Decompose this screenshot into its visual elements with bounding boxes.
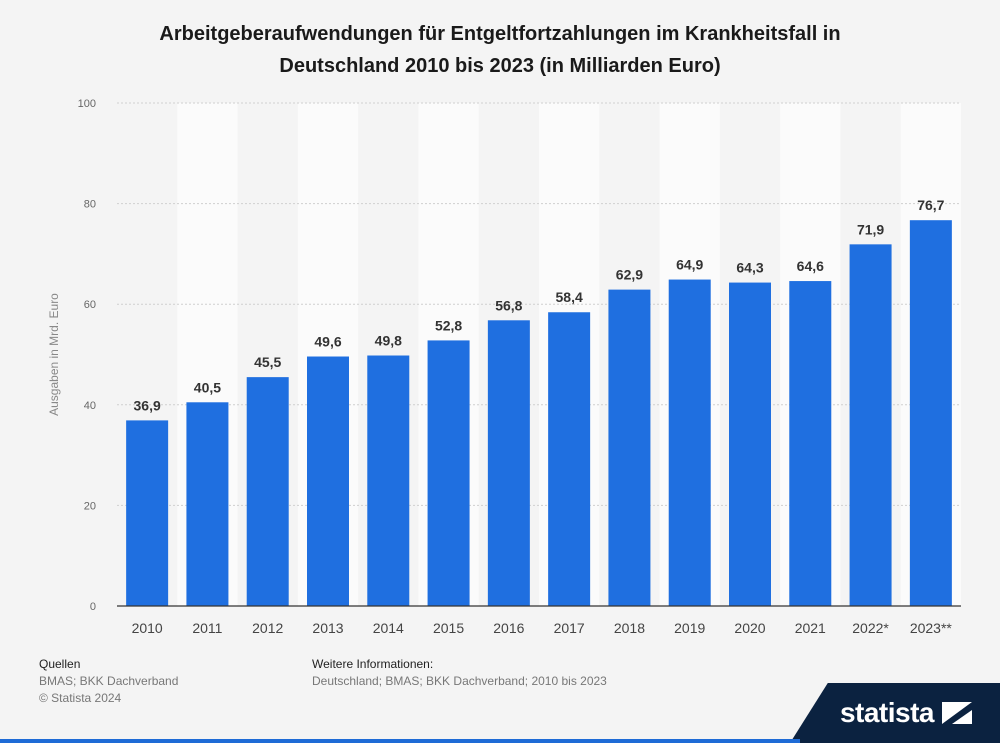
info-text: Deutschland; BMAS; BKK Dachverband; 2010…	[312, 674, 607, 688]
x-tick-label: 2023**	[910, 620, 953, 636]
data-label: 71,9	[857, 221, 884, 237]
y-tick-label: 60	[84, 299, 96, 311]
bar-2019	[668, 279, 711, 606]
statista-logo[interactable]: statista	[790, 683, 1000, 743]
bar-2021	[789, 281, 832, 606]
bar-chart: 0 20 40 60 80 100 Ausgaben in Mrd. Euro 36,9 201…	[47, 98, 961, 636]
chart-title-line-1: Arbeitgeberaufwendungen für Entgeltfortz…	[159, 23, 841, 45]
chart-title-line-2: Deutschland 2010 bis 2023 (in Milliarden…	[279, 55, 721, 77]
bar-2011	[186, 402, 229, 606]
data-label: 64,6	[797, 258, 824, 274]
x-tick-label: 2015	[433, 620, 464, 636]
data-label: 64,3	[736, 260, 763, 276]
y-axis-label: Ausgaben in Mrd. Euro	[47, 293, 61, 416]
bar-2010	[126, 420, 169, 606]
sources-text: BMAS; BKK Dachverband	[39, 674, 179, 688]
bar-2014	[367, 355, 410, 606]
data-label: 56,8	[495, 297, 522, 313]
data-label: 45,5	[254, 354, 281, 370]
copyright-text: © Statista 2024	[39, 691, 122, 705]
bar-2013	[307, 356, 349, 606]
y-tick-label: 80	[84, 199, 96, 211]
x-tick-label: 2021	[795, 620, 826, 636]
x-tick-label: 2011	[192, 620, 222, 636]
bar-2023	[909, 220, 952, 606]
info-block: Weitere Informationen: Deutschland; BMAS…	[312, 656, 607, 690]
data-label: 40,5	[194, 379, 221, 395]
data-label: 49,6	[314, 334, 341, 350]
x-tick-label: 2022*	[852, 620, 889, 636]
x-tick-label: 2010	[132, 620, 163, 636]
y-tick-label: 0	[90, 601, 96, 613]
statista-logo-icon	[942, 702, 972, 724]
x-tick-label: 2016	[493, 620, 524, 636]
y-tick-label: 20	[84, 500, 96, 512]
chart-title: Arbeitgeberaufwendungen für Entgeltfortz…	[100, 18, 900, 82]
x-tick-label: 2013	[312, 620, 343, 636]
bar-2015	[427, 340, 470, 606]
x-tick-label: 2019	[674, 620, 705, 636]
info-heading: Weitere Informationen:	[312, 657, 434, 671]
data-label: 52,8	[435, 317, 462, 333]
x-tick-label: 2017	[554, 620, 585, 636]
data-label: 49,8	[375, 333, 402, 349]
x-tick-label: 2020	[734, 620, 765, 636]
data-label: 62,9	[616, 267, 643, 283]
bar-2018	[608, 289, 651, 606]
x-tick-label: 2018	[614, 620, 645, 636]
bar-2022	[849, 244, 892, 606]
data-label: 58,4	[556, 289, 583, 305]
logo-text: statista	[839, 697, 935, 728]
bar-2020	[729, 282, 771, 606]
data-label: 76,7	[917, 197, 944, 213]
x-tick-label: 2014	[373, 620, 404, 636]
x-tick-label: 2012	[252, 620, 283, 636]
sources-heading: Quellen	[39, 657, 81, 671]
data-label: 64,9	[676, 257, 703, 273]
y-tick-label: 100	[78, 98, 96, 110]
y-tick-label: 40	[84, 400, 96, 412]
sources-block: Quellen BMAS; BKK Dachverband © Statista…	[39, 656, 178, 707]
bar-2016	[487, 320, 530, 606]
bar-2017	[548, 312, 591, 606]
bottom-accent-bar	[0, 739, 800, 743]
bar-2012	[246, 377, 289, 606]
data-label: 36,9	[134, 397, 161, 413]
